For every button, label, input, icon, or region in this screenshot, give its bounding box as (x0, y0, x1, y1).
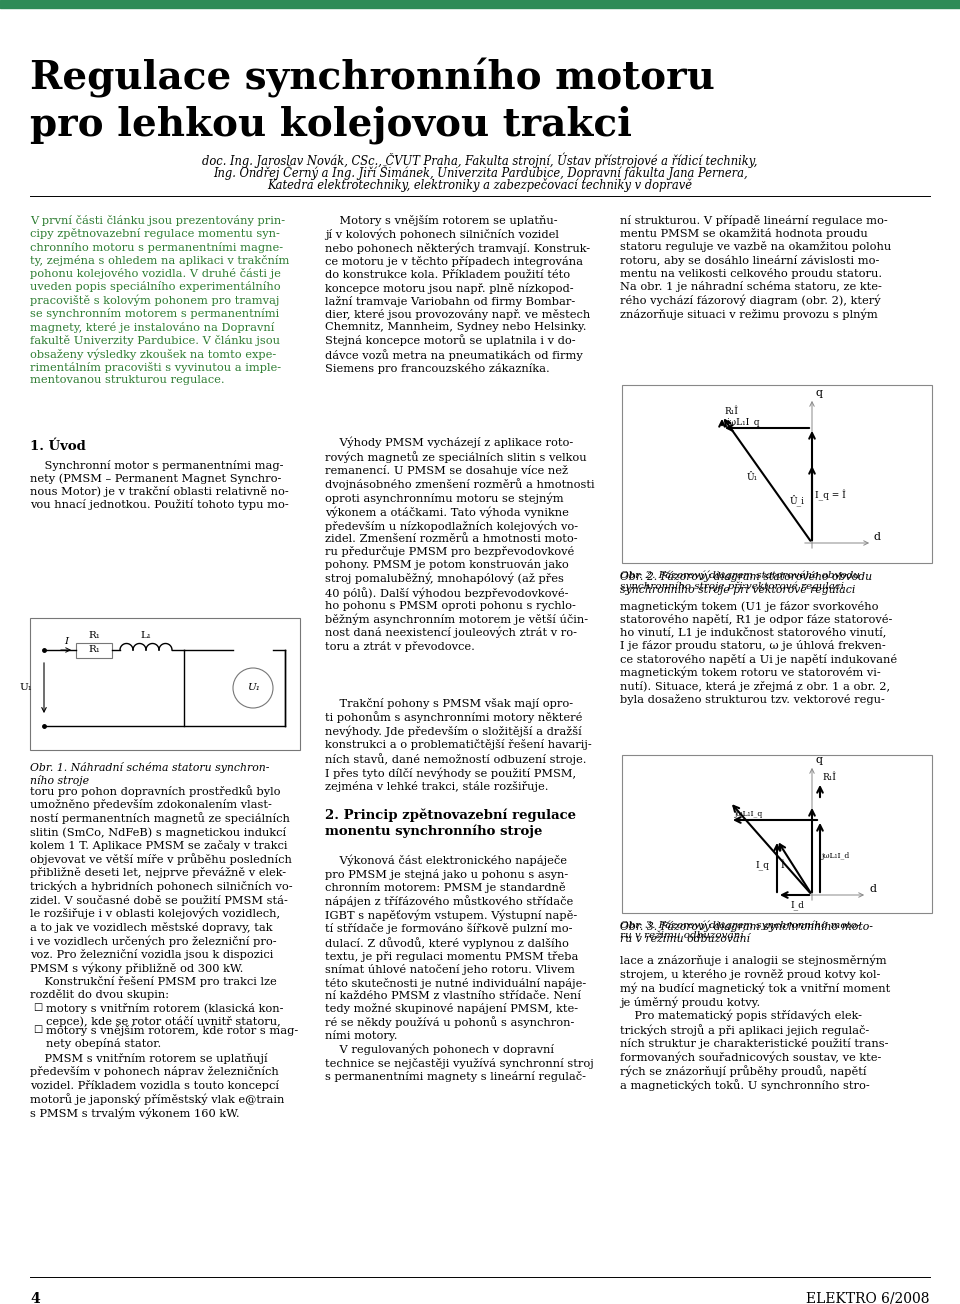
Text: d: d (874, 532, 881, 542)
Text: 2. Princip zpětnovazební regulace
monentu synchronního stroje: 2. Princip zpětnovazební regulace monent… (325, 808, 576, 837)
Text: Û₁: Û₁ (747, 472, 758, 481)
Text: 1. Úvod: 1. Úvod (30, 439, 85, 452)
Text: Synchronní motor s permanentními mag-
nety (PMSM – Permanent Magnet Synchro-
nou: Synchronní motor s permanentními mag- ne… (30, 460, 289, 510)
Text: R₁: R₁ (88, 631, 100, 640)
Text: R₁: R₁ (88, 645, 100, 655)
Text: Obr. 1. Náhradní schéma statoru synchron-
ního stroje: Obr. 1. Náhradní schéma statoru synchron… (30, 762, 270, 786)
Bar (0, 0, 960, 8)
Text: I: I (64, 636, 68, 645)
Text: U₁: U₁ (247, 683, 259, 692)
Text: □: □ (33, 1025, 42, 1034)
Text: Regulace synchronního motoru: Regulace synchronního motoru (30, 57, 715, 98)
Text: doc. Ing. Jaroslav Novák, CSc., ČVUT Praha, Fakulta strojní, Ústav přístrojové a: doc. Ing. Jaroslav Novák, CSc., ČVUT Pra… (203, 153, 757, 167)
Text: motory s vnějším rotorem, kde rotor s mag-
nety obepíná stator.: motory s vnějším rotorem, kde rotor s ma… (46, 1025, 299, 1050)
Text: L₁: L₁ (140, 631, 152, 640)
Text: Obr. 2. Fázorový diagram statorového obvodu
synchronního stroje při vektorové re: Obr. 2. Fázorový diagram statorového obv… (620, 570, 860, 591)
Text: jωL₁I_q: jωL₁I_q (735, 810, 763, 818)
Bar (622, 755, 932, 913)
Text: R₁Î: R₁Î (822, 773, 836, 782)
Text: lace a znázorňuje i analogii se stejnosměrným
strojem, u kterého je rovněž proud: lace a znázorňuje i analogii se stejnosm… (620, 955, 890, 1091)
Text: I_q: I_q (755, 861, 769, 870)
Bar (76, 643, 112, 657)
Text: U₁: U₁ (19, 683, 32, 692)
Text: motory s vnitřním rotorem (klasická kon-
cepce), kde se rotor otáčí uvnitř stato: motory s vnitřním rotorem (klasická kon-… (46, 1003, 283, 1028)
Text: Obr. 2. Fázorový diagram statorového obvodu
synchronního stroje při vektorové re: Obr. 2. Fázorový diagram statorového obv… (620, 570, 872, 595)
Text: V první části článku jsou prezentovány prin-
cipy zpětnovazební regulace momentu: V první části článku jsou prezentovány p… (30, 215, 289, 385)
Text: 4: 4 (30, 1292, 39, 1304)
Bar (30, 618, 300, 750)
Text: Motory s vnějším rotorem se uplatňu-
jí v kolových pohonech silničních vozidel
n: Motory s vnějším rotorem se uplatňu- jí … (325, 215, 590, 374)
Text: Katedra elektrotechniky, elektroniky a zabezpečovací techniky v dopravě: Katedra elektrotechniky, elektroniky a z… (268, 179, 692, 192)
Text: I_d: I_d (790, 900, 804, 910)
Text: q: q (815, 755, 822, 765)
Text: magnetickým tokem (U1 je fázor svorkového
statorového napětí, R1 je odpor fáze s: magnetickým tokem (U1 je fázor svorkovéh… (620, 600, 898, 705)
Text: Výkonová část elektronického napáječe
pro PMSM je stejná jako u pohonu s asyn-
c: Výkonová část elektronického napáječe pr… (325, 855, 593, 1082)
Text: Obr. 3. Fázorový diagram synchronního moto-
ru v režimu odbuzování: Obr. 3. Fázorový diagram synchronního mo… (620, 921, 873, 944)
Text: jωL₁I_d: jωL₁I_d (822, 852, 851, 859)
Text: Û_i: Û_i (790, 494, 805, 506)
Text: Obr. 3. Fázorový diagram synchronního moto-
ru v režimu odbuzování: Obr. 3. Fázorový diagram synchronního mo… (620, 921, 860, 940)
Text: toru pro pohon dopravních prostředků bylo
umožněno především zdokonalením vlast-: toru pro pohon dopravních prostředků byl… (30, 785, 293, 1000)
Text: □: □ (33, 1003, 42, 1012)
Text: ELEKTRO 6/2008: ELEKTRO 6/2008 (806, 1292, 930, 1304)
Text: q: q (815, 389, 822, 398)
Text: ní strukturou. V případě lineární regulace mo-
mentu PMSM se okamžitá hodnota pr: ní strukturou. V případě lineární regula… (620, 215, 891, 319)
Bar (622, 385, 932, 563)
Text: pro lehkou kolejovou trakci: pro lehkou kolejovou trakci (30, 106, 632, 143)
Text: Ing. Ondřej Černý a Ing. Jiří Šimánek, Univerzita Pardubice, Dopravní fakulta Ja: Ing. Ondřej Černý a Ing. Jiří Šimánek, U… (213, 166, 747, 180)
Text: Î: Î (780, 861, 784, 870)
Text: I_q = Î: I_q = Î (815, 489, 846, 501)
Text: d: d (869, 884, 876, 895)
Text: Trakční pohony s PMSM však mají opro-
ti pohonům s asynchronními motory některé
: Trakční pohony s PMSM však mají opro- ti… (325, 698, 591, 792)
Text: Výhody PMSM vycházejí z aplikace roto-
rových magnetů ze speciálních slitin s ve: Výhody PMSM vycházejí z aplikace roto- r… (325, 437, 594, 652)
Text: jωL₁I_q: jωL₁I_q (727, 417, 760, 426)
Text: PMSM s vnitřním rotorem se uplatňují
především v pohonech náprav železničních
vo: PMSM s vnitřním rotorem se uplatňují pře… (30, 1054, 284, 1119)
Text: R₁Î: R₁Î (724, 407, 738, 416)
